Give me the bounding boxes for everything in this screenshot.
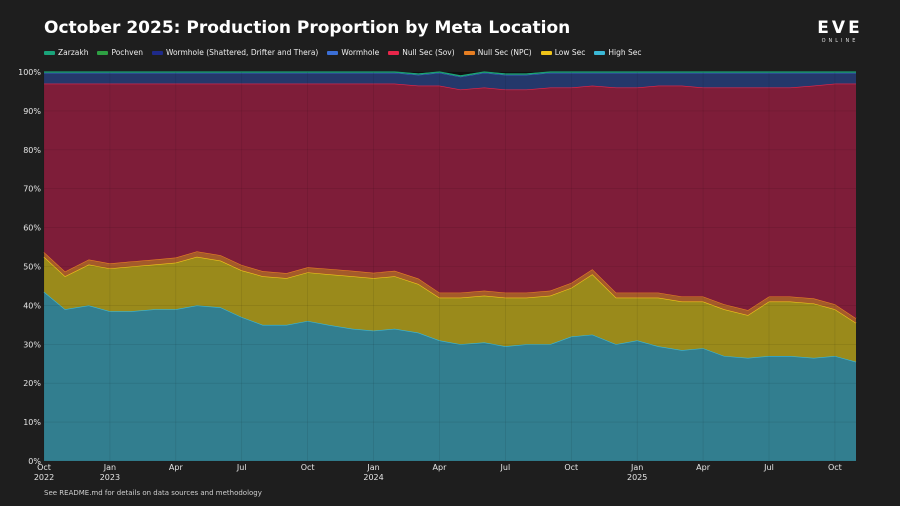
y-tick-label: 70%	[23, 185, 41, 194]
legend-item-wormhole: Wormhole	[327, 48, 379, 57]
x-tick-label: Apr	[696, 463, 711, 472]
logo-text: EVE	[817, 18, 863, 38]
legend-item-wormhole-shattered-drifter-and-thera: Wormhole (Shattered, Drifter and Thera)	[151, 48, 319, 57]
area-null-sec-sov	[44, 83, 856, 319]
legend-swatch	[594, 50, 606, 55]
y-tick-label: 10%	[23, 418, 41, 427]
footnote: See README.md for details on data source…	[44, 489, 262, 497]
chart-legend: Zarzakh Pochven Wormhole (Shattered, Drift…	[44, 48, 642, 57]
x-tick-label: Jul	[236, 463, 247, 472]
x-tick-year-label: 2024	[363, 473, 383, 482]
area-high-sec	[44, 291, 856, 461]
legend-item-null-sec-npc: Null Sec (NPC)	[463, 48, 532, 57]
x-tick-label: Apr	[433, 463, 448, 472]
legend-label: Pochven	[111, 48, 143, 57]
x-tick-label: Jul	[763, 463, 774, 472]
legend-label: Low Sec	[554, 48, 586, 57]
y-tick-label: 60%	[23, 224, 41, 233]
legend-label: Wormhole (Shattered, Drifter and Thera)	[165, 48, 319, 57]
area-low-sec	[44, 256, 856, 362]
legend-swatch	[97, 50, 109, 55]
x-tick-label: Oct	[828, 463, 842, 472]
x-tick-label: Apr	[169, 463, 184, 472]
legend-swatch	[540, 50, 552, 55]
y-tick-label: 20%	[23, 379, 41, 388]
x-tick-year-label: 2022	[34, 473, 54, 482]
legend-label: Null Sec (Sov)	[402, 48, 455, 57]
legend-swatch	[327, 50, 339, 55]
legend-item-high-sec: High Sec	[594, 48, 642, 57]
x-tick-year-label: 2023	[100, 473, 120, 482]
y-tick-label: 50%	[23, 263, 41, 272]
legend-item-null-sec-sov: Null Sec (Sov)	[388, 48, 455, 57]
x-tick-label: Oct	[301, 463, 315, 472]
y-tick-label: 0%	[28, 457, 41, 466]
x-tick-label: Jan	[366, 463, 379, 472]
logo-subtext: ONLINE	[821, 38, 859, 44]
eve-online-logo: EVE ONLINE	[812, 20, 868, 45]
y-tick-label: 30%	[23, 340, 41, 349]
y-tick-label: 100%	[18, 68, 41, 77]
legend-item-pochven: Pochven	[97, 48, 143, 57]
x-tick-label: Jan	[630, 463, 643, 472]
legend-swatch	[151, 50, 163, 55]
area-null-sec-npc	[44, 251, 856, 323]
legend-label: Null Sec (NPC)	[477, 48, 532, 57]
legend-label: Zarzakh	[58, 48, 89, 57]
chart-title: October 2025: Production Proportion by M…	[44, 18, 571, 38]
x-tick-label: Jul	[500, 463, 511, 472]
legend-swatch	[463, 50, 475, 55]
y-tick-label: 40%	[23, 301, 41, 310]
legend-swatch	[388, 50, 400, 55]
x-tick-label: Jan	[103, 463, 116, 472]
x-tick-label: Oct	[37, 463, 51, 472]
x-tick-year-label: 2025	[627, 473, 647, 482]
legend-item-low-sec: Low Sec	[540, 48, 586, 57]
y-tick-label: 90%	[23, 107, 41, 116]
y-tick-label: 80%	[23, 146, 41, 155]
legend-swatch	[44, 50, 55, 55]
legend-label: High Sec	[608, 48, 642, 57]
legend-item-zarzakh: Zarzakh	[44, 48, 88, 57]
line-zarzakh	[44, 71, 856, 77]
legend-label: Wormhole	[341, 48, 380, 57]
area-wormhole	[44, 72, 856, 90]
x-tick-label: Oct	[564, 463, 578, 472]
